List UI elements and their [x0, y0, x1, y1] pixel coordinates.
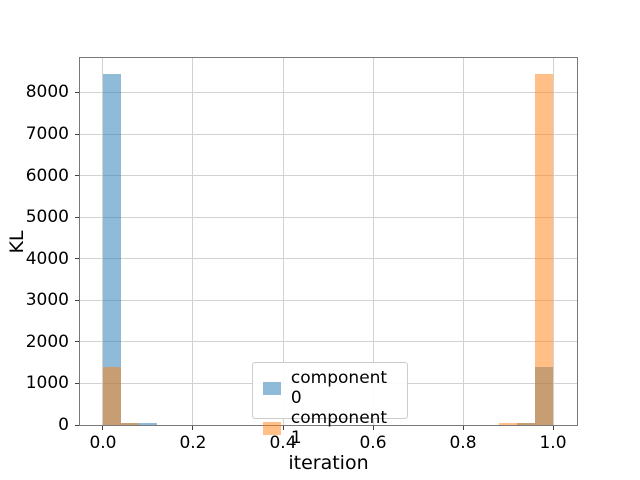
legend-entry-component-1: component 1	[263, 408, 397, 448]
histogram-bar-component-0	[102, 74, 121, 425]
legend-label-component-1: component 1	[290, 408, 388, 448]
histogram-bar-component-1	[535, 74, 553, 425]
x-tick-label: 0.4	[269, 433, 297, 453]
x-gridline	[552, 58, 554, 425]
x-gridline	[192, 58, 194, 425]
legend: component 0 component 1	[252, 362, 408, 448]
legend-swatch-component-0-icon	[263, 381, 281, 395]
y-gridline	[80, 91, 577, 93]
x-tick-mark	[102, 426, 104, 430]
y-tick-label: 6000	[25, 165, 69, 186]
x-tick-label: 1.0	[539, 433, 567, 453]
y-tick-label: 5000	[25, 207, 69, 228]
x-tick-mark	[192, 426, 194, 430]
x-tick-label: 0.0	[89, 433, 117, 453]
y-tick-label: 0	[58, 415, 69, 435]
y-tick-label: 8000	[25, 82, 69, 103]
histogram-bar-component-1	[517, 422, 535, 425]
y-gridline	[80, 341, 577, 343]
y-tick-mark	[75, 341, 79, 343]
y-tick-mark	[75, 133, 79, 135]
y-gridline	[80, 133, 577, 135]
y-tick-mark	[75, 424, 79, 426]
y-tick-label: 7000	[25, 124, 69, 145]
legend-label-component-0: component 0	[290, 368, 388, 408]
x-tick-label: 0.2	[179, 433, 207, 453]
y-tick-label: 2000	[25, 331, 69, 352]
histogram-bar-component-1	[499, 423, 517, 425]
x-tick-mark	[552, 426, 554, 430]
histogram-bar-component-0	[138, 422, 157, 425]
x-axis-label: iteration	[288, 452, 369, 474]
y-tick-label: 4000	[25, 248, 69, 269]
y-gridline	[80, 258, 577, 260]
x-tick-label: 0.6	[359, 433, 387, 453]
y-tick-mark	[75, 258, 79, 260]
y-gridline	[80, 175, 577, 177]
legend-swatch-component-1-icon	[263, 421, 281, 435]
x-gridline	[462, 58, 464, 425]
histogram-bar-component-1	[102, 366, 121, 425]
histogram-bar-component-1	[120, 422, 139, 425]
y-tick-mark	[75, 216, 79, 218]
y-gridline	[80, 216, 577, 218]
x-gridline	[372, 58, 374, 425]
y-gridline	[80, 299, 577, 301]
y-tick-mark	[75, 382, 79, 384]
x-tick-label: 0.8	[449, 433, 477, 453]
x-tick-mark	[462, 426, 464, 430]
y-tick-label: 3000	[25, 290, 69, 311]
legend-entry-component-0: component 0	[263, 368, 397, 408]
x-tick-mark	[282, 426, 284, 430]
y-tick-label: 1000	[25, 373, 69, 394]
x-gridline	[282, 58, 284, 425]
y-tick-mark	[75, 299, 79, 301]
y-tick-mark	[75, 91, 79, 93]
x-tick-mark	[372, 426, 374, 430]
y-tick-mark	[75, 175, 79, 177]
